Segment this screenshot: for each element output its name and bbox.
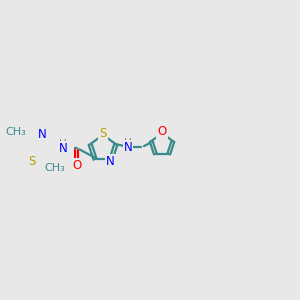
Text: N: N — [38, 128, 46, 141]
Text: S: S — [99, 127, 107, 140]
Text: O: O — [72, 159, 81, 172]
Text: N: N — [106, 155, 115, 168]
Text: N: N — [124, 141, 132, 154]
Text: H: H — [124, 138, 132, 148]
Text: S: S — [29, 155, 36, 168]
Text: CH₃: CH₃ — [5, 127, 26, 137]
Text: H: H — [59, 140, 67, 149]
Text: O: O — [158, 125, 167, 138]
Text: CH₃: CH₃ — [44, 163, 65, 173]
Text: N: N — [59, 142, 68, 155]
